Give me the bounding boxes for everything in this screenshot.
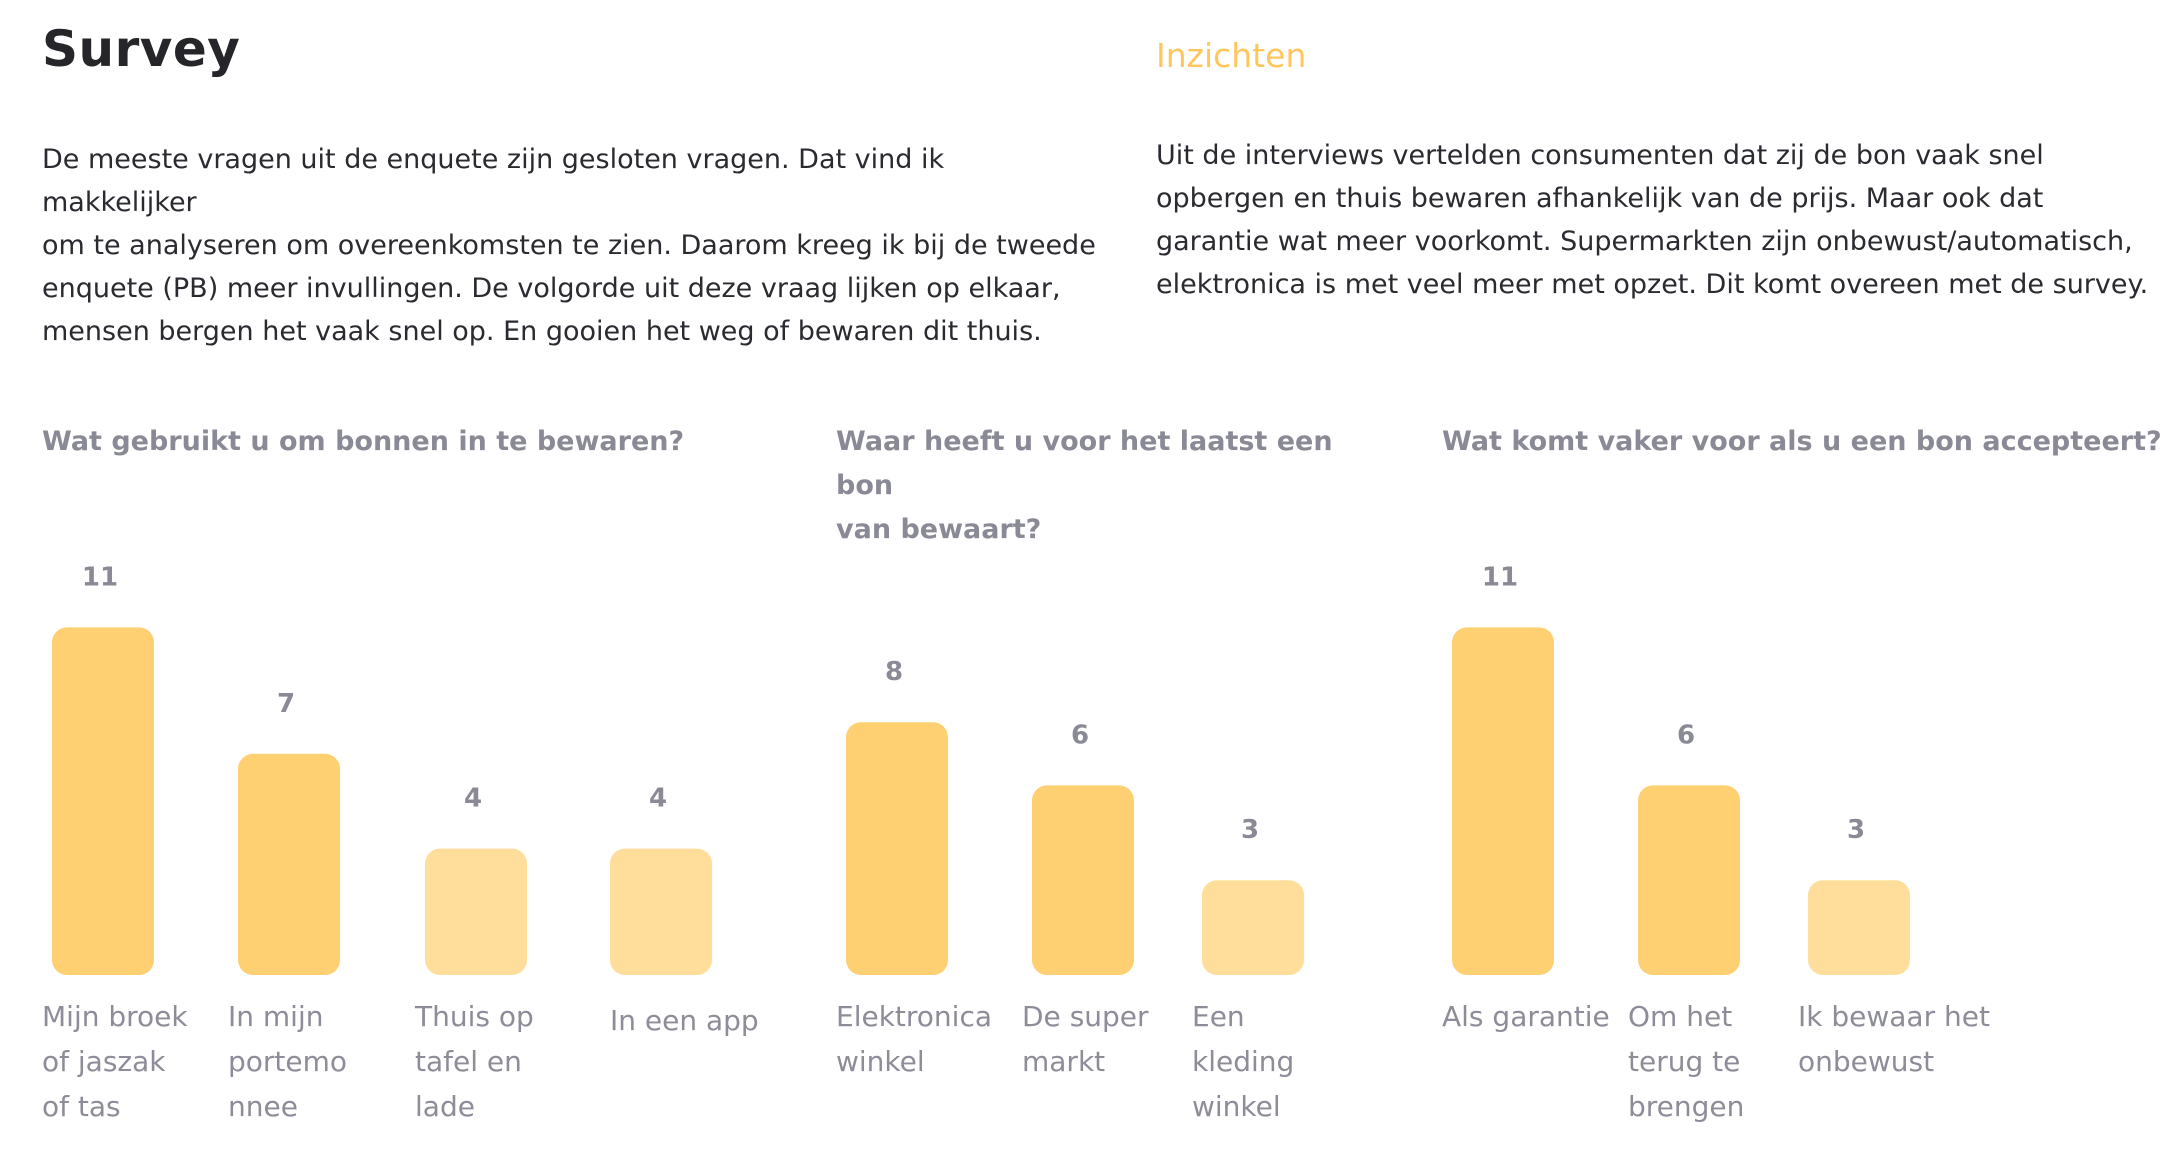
category-label-line: Een — [1192, 1000, 1245, 1033]
category-label-line: onbewust — [1798, 1045, 1935, 1078]
intro-paragraph: De meeste vragen uit de enquete zijn ges… — [42, 138, 1102, 353]
category-label: In een app — [610, 998, 759, 1043]
category-label: Mijn broek of jaszak of tas — [42, 994, 188, 1129]
intro-line: De meeste vragen uit de enquete zijn ges… — [42, 144, 945, 218]
category-label-line: of jaszak — [42, 1045, 166, 1078]
category-label-line: kleding — [1192, 1045, 1295, 1078]
chart-question: Waar heeft u voor het laatst een bon van… — [836, 420, 1396, 552]
category-label-line: Elektronica — [836, 1000, 992, 1033]
chart-question: Wat komt vaker voor als u een bon accept… — [1442, 420, 2162, 464]
chart-question-line: Wat gebruikt u om bonnen in te bewaren? — [42, 426, 685, 457]
bar-value-label: 3 — [1847, 815, 1865, 845]
bar-chart-plot: 8 6 3 — [846, 657, 1304, 975]
bar — [425, 848, 527, 975]
insights-line: opbergen en thuis bewaren afhankelijk va… — [1156, 183, 2044, 214]
category-label: Ik bewaar het onbewust — [1798, 994, 1990, 1084]
category-label-line: Als garantie — [1442, 1000, 1610, 1033]
intro-line: mensen bergen het vaak snel op. En gooie… — [42, 316, 1042, 347]
category-label-line: brengen — [1628, 1090, 1745, 1123]
category-label-line: De super — [1022, 1000, 1149, 1033]
category-label: Elektronica winkel — [836, 994, 992, 1084]
intro-line: enquete (PB) meer invullingen. De volgor… — [42, 273, 1061, 304]
category-label-line: markt — [1022, 1045, 1106, 1078]
category-label-line: Mijn broek — [42, 1000, 188, 1033]
bar-value-label: 6 — [1677, 720, 1695, 750]
chart-question-line: van bewaart? — [836, 514, 1042, 545]
bar — [846, 722, 948, 975]
bar — [1202, 880, 1304, 975]
bar-chart-plot: 11 7 4 4 — [52, 562, 712, 975]
chart-question: Wat gebruikt u om bonnen in te bewaren? — [42, 420, 684, 464]
bar-chart-plot: 11 6 3 — [1452, 562, 1910, 975]
chart-question-line: Waar heeft u voor het laatst een bon — [836, 426, 1333, 501]
bar-value-label: 3 — [1241, 815, 1259, 845]
bar-value-label: 4 — [649, 784, 667, 814]
category-label-line: Om het — [1628, 1000, 1733, 1033]
insights-line: Uit de interviews vertelden consumenten … — [1156, 140, 2044, 171]
category-label-line: of tas — [42, 1090, 121, 1123]
category-label-line: portemo — [228, 1045, 348, 1078]
bar — [1808, 880, 1910, 975]
bar — [610, 848, 712, 975]
category-label-line: Thuis op — [415, 1000, 534, 1033]
category-label: Als garantie — [1442, 994, 1610, 1039]
bar — [238, 753, 340, 975]
category-label-line: winkel — [836, 1045, 925, 1078]
bar-value-label: 7 — [277, 689, 295, 719]
category-label-line: In een app — [610, 1004, 759, 1037]
chart-receipt-storage: Wat gebruikt u om bonnen in te bewaren? … — [42, 420, 802, 1160]
page-title: Survey — [42, 20, 241, 78]
bar-value-label: 11 — [1482, 562, 1518, 592]
category-label: Om het terug te brengen — [1628, 994, 1744, 1129]
intro-line: om te analyseren om overeenkomsten te zi… — [42, 230, 1096, 261]
bar-value-label: 6 — [1071, 720, 1089, 750]
bar — [1032, 785, 1134, 975]
category-label: In mijn portemo nnee — [228, 994, 347, 1129]
insights-title: Inzichten — [1156, 36, 1307, 75]
bar — [1638, 785, 1740, 975]
bar — [52, 627, 154, 975]
chart-last-receipt-place: Waar heeft u voor het laatst een bon van… — [836, 420, 1396, 1160]
category-label-line: terug te — [1628, 1045, 1741, 1078]
bar-value-label: 4 — [464, 784, 482, 814]
category-label-line: In mijn — [228, 1000, 324, 1033]
category-label-line: tafel en — [415, 1045, 522, 1078]
chart-accept-reason: Wat komt vaker voor als u een bon accept… — [1442, 420, 2162, 1160]
category-label-line: Ik bewaar het — [1798, 1000, 1990, 1033]
category-label: Een kleding winkel — [1192, 994, 1294, 1129]
insights-line: elektronica is met veel meer met opzet. … — [1156, 269, 2149, 300]
insights-paragraph: Uit de interviews vertelden consumenten … — [1156, 134, 2156, 306]
chart-question-line: Wat komt vaker voor als u een bon accept… — [1442, 426, 2162, 457]
category-label-line: lade — [415, 1090, 475, 1123]
category-label: Thuis op tafel en lade — [415, 994, 534, 1129]
insights-line: garantie wat meer voorkomt. Supermarkten… — [1156, 226, 2133, 257]
bar-value-label: 11 — [82, 562, 118, 592]
category-label-line: winkel — [1192, 1090, 1281, 1123]
bar-value-label: 8 — [885, 657, 903, 687]
category-label: De super markt — [1022, 994, 1149, 1084]
category-label-line: nnee — [228, 1090, 298, 1123]
bar — [1452, 627, 1554, 975]
